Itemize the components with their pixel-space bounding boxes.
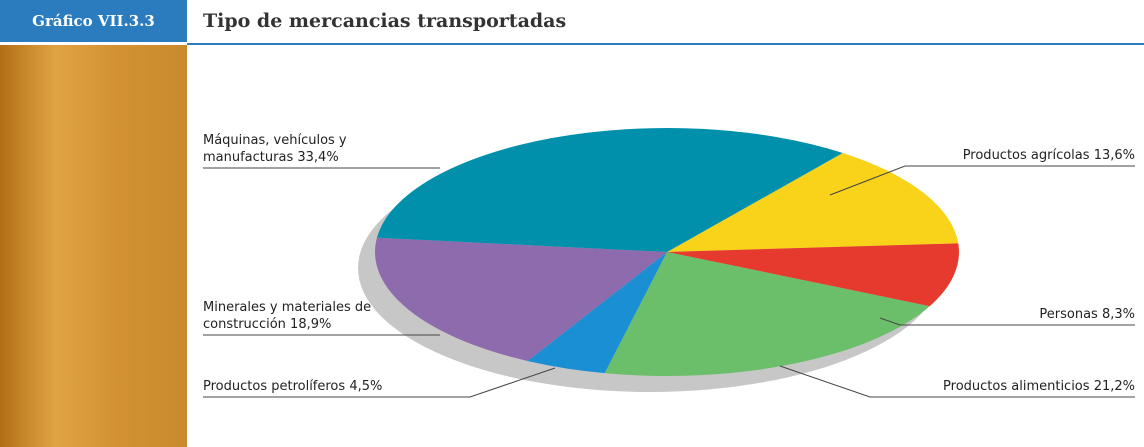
slice-label: Productos agrícolas 13,6% [835, 147, 1135, 164]
slice-label: Personas 8,3% [935, 306, 1135, 323]
value-label: 13,6% [1094, 148, 1135, 163]
value-label: 33,4% [297, 150, 338, 165]
category-name: Productos petrolíferos [203, 379, 345, 394]
category-name: Productos alimenticios [943, 379, 1090, 394]
value-label: 4,5% [349, 379, 382, 394]
page: Gráfico VII.3.3 Tipo de mercancias trans… [0, 0, 1144, 447]
value-label: 18,9% [290, 317, 331, 332]
slice-label: Máquinas, vehículos y manufacturas 33,4% [203, 132, 378, 166]
slice-label: Productos alimenticios 21,2% [835, 378, 1135, 395]
value-label: 21,2% [1094, 379, 1135, 394]
category-name: Productos agrícolas [963, 148, 1090, 163]
value-label: 8,3% [1102, 307, 1135, 322]
category-name: Minerales y materiales de construcción [203, 300, 371, 332]
slice-label: Productos petrolíferos 4,5% [203, 378, 463, 395]
slice-label: Minerales y materiales de construcción 1… [203, 299, 388, 333]
category-name: Personas [1039, 307, 1097, 322]
